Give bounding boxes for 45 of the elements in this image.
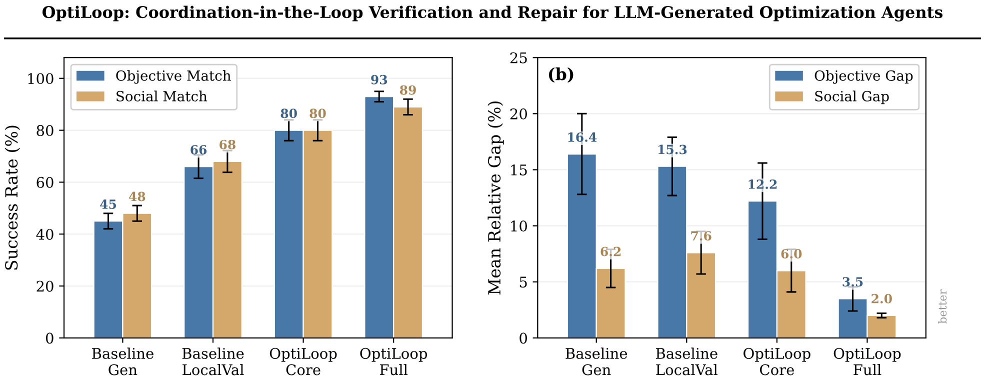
x-tick-label: OptiLoop Core — [744, 348, 810, 376]
y-tick-label: 40 — [36, 228, 54, 240]
y-tick-label: 25 — [510, 52, 527, 64]
x-tick-label: OptiLoop Core — [270, 348, 337, 376]
x-tick-label: Baseline LocalVal — [656, 348, 718, 376]
data-label: 66 — [190, 145, 207, 154]
y-tick-label: 20 — [510, 108, 527, 120]
data-label: 45 — [100, 200, 116, 209]
data-label: 6.0 — [781, 249, 802, 258]
x-tick-label: Baseline Gen — [566, 348, 628, 376]
x-tick-label: Baseline Gen — [92, 348, 154, 376]
y-axis-title: Mean Relative Gap (%) — [488, 101, 504, 295]
y-tick-label: 15 — [511, 164, 527, 176]
text: OptiLoop: Coordination-in-the-Loop Verification and Repair for LLM-Generated Optimization Agents — [42, 6, 943, 22]
data-label: 89 — [400, 85, 416, 95]
data-label: 2.0 — [872, 294, 892, 304]
data-label: 6.2 — [600, 246, 621, 256]
y-tick-label: 20 — [36, 280, 54, 292]
x-tick-label: Baseline LocalVal — [182, 348, 244, 376]
data-label: 7.6 — [691, 231, 712, 241]
data-label: 3.5 — [842, 277, 863, 287]
data-label: 80 — [310, 108, 326, 118]
y-tick-label: 0 — [520, 332, 527, 344]
annotation: (b) — [548, 67, 574, 83]
data-label: 12.2 — [748, 180, 777, 189]
y-tick-label: 10 — [511, 220, 527, 232]
legend-label: Objective Match — [116, 70, 231, 84]
y-tick-label: 5 — [520, 276, 527, 288]
data-label: 16.4 — [568, 132, 597, 142]
y-tick-label: 0 — [46, 332, 54, 344]
y-tick-label: 60 — [36, 176, 54, 188]
x-tick-label: OptiLoop Full — [834, 348, 901, 376]
legend-label: Social Gap — [815, 90, 889, 104]
legend-label: Objective Gap — [814, 70, 913, 84]
data-label: 80 — [280, 108, 297, 118]
y-tick-label: 100 — [28, 73, 54, 84]
x-tick-label: OptiLoop Full — [360, 348, 428, 376]
legend-label: Social Match — [116, 90, 208, 102]
text: better — [938, 289, 947, 324]
data-label: 93 — [371, 74, 388, 84]
data-label: 15.3 — [658, 144, 687, 154]
data-label: 48 — [128, 192, 146, 202]
data-label: 68 — [220, 140, 236, 150]
y-axis-title: Success Rate (%) — [4, 126, 20, 270]
y-tick-label: 80 — [36, 124, 54, 136]
